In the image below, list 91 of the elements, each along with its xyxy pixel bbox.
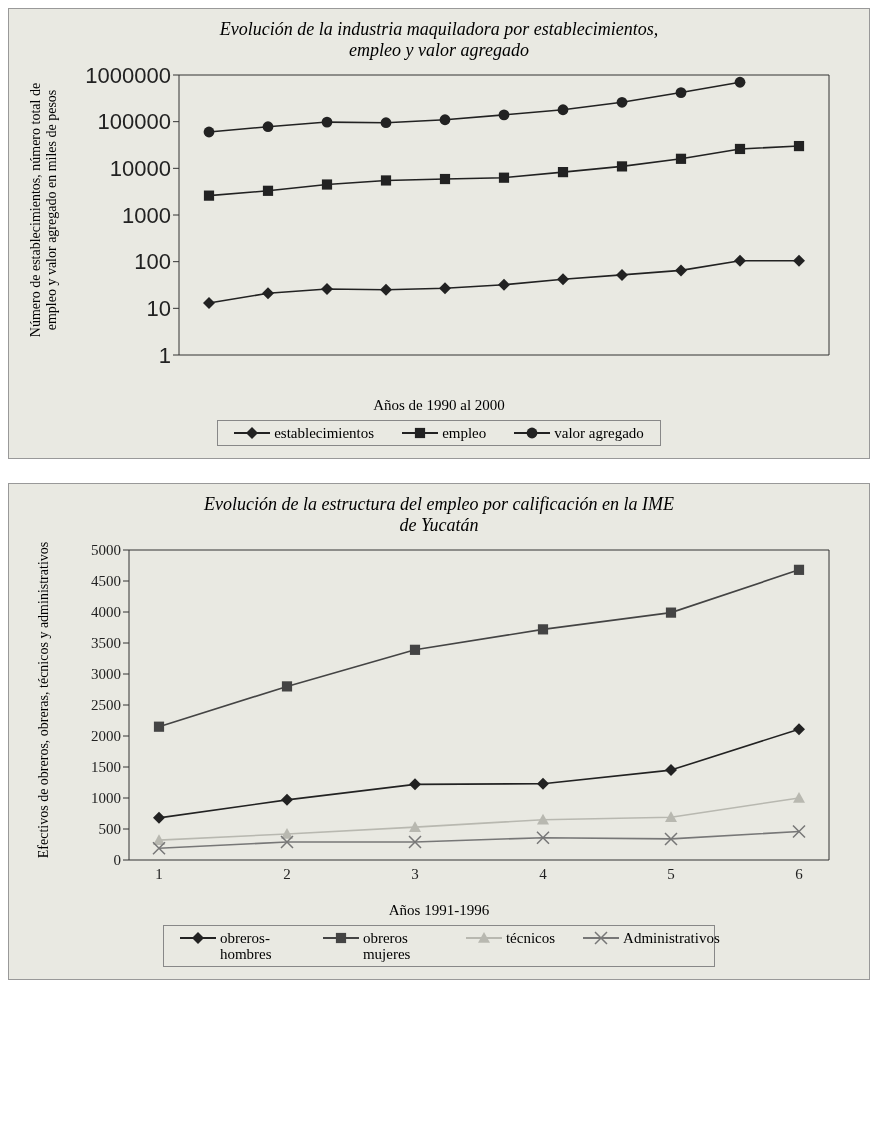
y-tick-label: 3500: [91, 635, 121, 652]
point: [792, 824, 806, 839]
y-tick-label: 2000: [91, 728, 121, 745]
legend-label: establecimientos: [274, 425, 375, 441]
point: [557, 104, 569, 116]
point: [498, 109, 510, 121]
point: [675, 153, 687, 164]
y-tick-label: 1000: [122, 202, 171, 228]
point: [557, 273, 569, 286]
y-tick-label: 4000: [91, 604, 121, 621]
legend-label: obreros-hombres: [219, 930, 273, 962]
point: [409, 778, 421, 791]
point: [262, 287, 274, 300]
point: [203, 126, 215, 138]
legend-label: técnicos: [505, 930, 556, 946]
point: [380, 175, 392, 186]
point: [537, 777, 549, 790]
y-tick-label: 10: [146, 296, 171, 322]
chart-title: Evolución de la estructura del empleo por calificación en la IME de Yucatán: [203, 494, 675, 536]
x-tick-label: 2: [283, 865, 291, 882]
point: [734, 254, 746, 267]
point: [793, 254, 805, 267]
y-tick-label: 1000000: [85, 62, 171, 88]
point: [321, 282, 333, 295]
y-tick-label: 3000: [91, 666, 121, 683]
legend-label: Administrativos: [623, 930, 720, 946]
point: [616, 161, 628, 172]
point: [262, 185, 274, 196]
legend-label: valor agregado: [554, 425, 644, 441]
point: [153, 834, 165, 845]
point: [203, 190, 215, 201]
point: [409, 644, 421, 655]
y-tick-label: 100000: [97, 109, 171, 135]
point: [281, 793, 293, 806]
point: [616, 96, 628, 108]
y-tick-label: 500: [98, 821, 121, 838]
point: [409, 821, 421, 832]
point: [439, 282, 451, 295]
x-tick-label: 4: [539, 865, 548, 882]
point: [616, 268, 628, 281]
y-tick-label: 100: [134, 249, 171, 275]
point: [536, 830, 550, 845]
point: [734, 76, 746, 88]
point: [498, 278, 510, 291]
legend-label: obreros mujeres: [362, 930, 412, 962]
point: [793, 140, 805, 152]
point: [675, 264, 687, 277]
point: [262, 121, 274, 133]
y-axis-title: Número de establecimientos, número total de empleo y valor agregado en miles de pesos: [28, 81, 60, 340]
point: [321, 116, 333, 128]
y-tick-label: 2500: [91, 697, 121, 714]
x-axis-title: Años de 1990 al 2000: [372, 397, 506, 414]
point: [439, 114, 451, 126]
point: [280, 835, 294, 849]
x-tick-label: 6: [795, 865, 804, 882]
point: [153, 811, 165, 824]
point: [665, 607, 677, 618]
y-axis-title: Efectivos de obreros, obreras, técnicos y administrativos: [36, 540, 52, 860]
point: [408, 835, 422, 849]
point: [281, 681, 293, 692]
point: [665, 764, 677, 777]
y-tick-label: 4500: [91, 573, 121, 590]
y-tick-label: 1: [158, 342, 171, 368]
point: [665, 811, 677, 823]
point: [380, 283, 392, 296]
point: [793, 564, 805, 575]
point: [153, 721, 165, 732]
point: [537, 813, 549, 825]
point: [675, 87, 687, 98]
point: [152, 841, 166, 855]
y-tick-label: 0: [113, 852, 121, 869]
point: [498, 172, 510, 183]
point: [793, 723, 805, 736]
point: [537, 624, 549, 635]
x-tick-label: 5: [667, 865, 675, 882]
y-tick-label: 5000: [91, 542, 121, 559]
chart-title: Evolución de la industria maquiladora por establecimientos, empleo y valor agregado: [218, 19, 660, 61]
x-axis-title: Años 1991-1996: [387, 902, 491, 919]
point: [664, 832, 678, 846]
y-tick-label: 10000: [109, 156, 171, 182]
point: [734, 143, 746, 155]
point: [380, 117, 392, 129]
legend-label: empleo: [442, 425, 487, 441]
point: [793, 792, 805, 803]
point: [557, 167, 569, 178]
y-tick-label: 1500: [91, 759, 121, 776]
x-tick-label: 3: [411, 865, 419, 882]
y-tick-label: 1000: [91, 790, 121, 807]
point: [203, 297, 215, 310]
point: [321, 179, 333, 190]
point: [439, 173, 451, 185]
